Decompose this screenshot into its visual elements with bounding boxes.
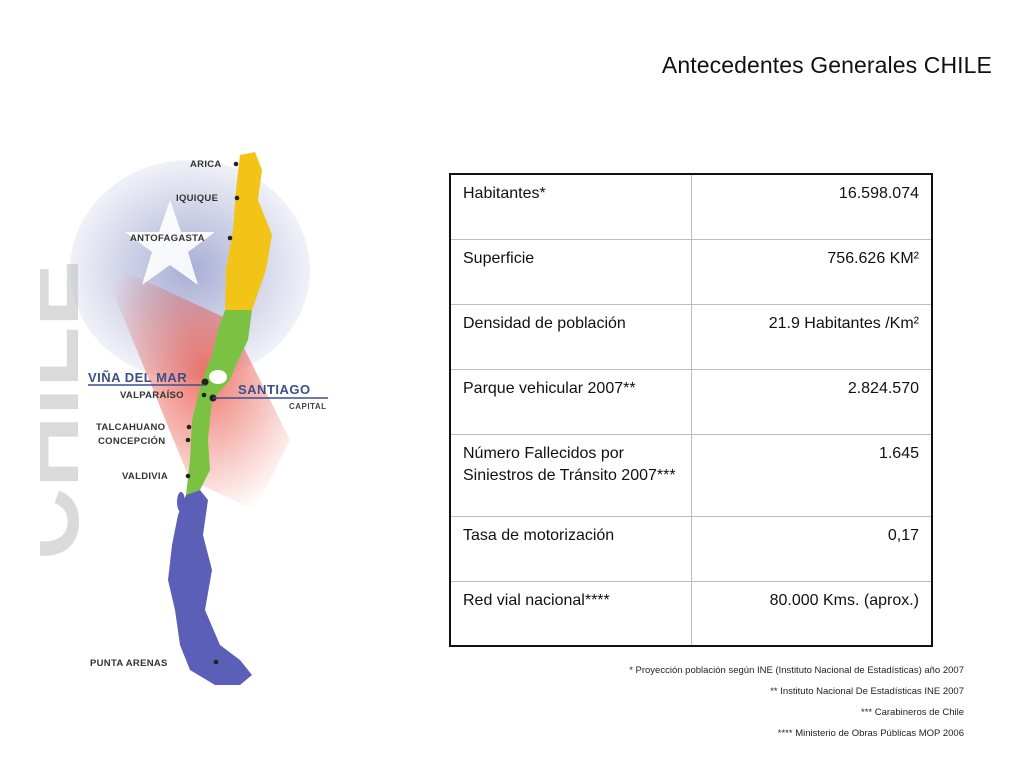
row-label: Tasa de motorización bbox=[449, 515, 692, 582]
footnotes: * Proyección población según INE (Instit… bbox=[629, 660, 964, 744]
page-title: Antecedentes Generales CHILE bbox=[661, 52, 992, 78]
row-value: 2.824.570 bbox=[691, 368, 933, 435]
city-valdivia: VALDIVIA bbox=[122, 471, 169, 482]
row-label: Parque vehicular 2007** bbox=[449, 368, 692, 435]
city-punta-arenas: PUNTA ARENAS bbox=[90, 658, 168, 669]
row-value: 1.645 bbox=[691, 433, 933, 517]
star-icon bbox=[125, 200, 215, 285]
row-value: 16.598.074 bbox=[691, 173, 933, 240]
row-label: Red vial nacional**** bbox=[449, 580, 692, 647]
table-row: Parque vehicular 2007** 2.824.570 bbox=[449, 368, 933, 435]
capital-label: CAPITAL bbox=[289, 402, 327, 411]
city-arica: ARICA bbox=[190, 159, 222, 170]
table-row: Red vial nacional**** 80.000 Kms. (aprox… bbox=[449, 580, 933, 647]
row-value: 21.9 Habitantes /Km² bbox=[691, 303, 933, 370]
data-table: Habitantes* 16.598.074 Superficie 756.62… bbox=[449, 173, 933, 647]
city-valparaiso: VALPARAÍSO bbox=[120, 390, 184, 401]
chile-watermark: CHILE bbox=[40, 260, 100, 560]
chile-map-graphic: CHILE bbox=[40, 152, 328, 685]
footnote: ** Instituto Nacional De Estadísticas IN… bbox=[770, 686, 964, 697]
city-markers bbox=[185, 161, 240, 665]
chile-map: CHILE ARICA IQUIQUE ANTOFAGASTA VIÑA DEL… bbox=[40, 140, 340, 700]
footnote: *** Carabineros de Chile bbox=[861, 707, 964, 718]
row-value: 80.000 Kms. (aprox.) bbox=[691, 580, 933, 647]
region-south bbox=[168, 490, 252, 685]
island-chiloe bbox=[177, 492, 185, 512]
region-center bbox=[186, 310, 252, 495]
table-row: Número Fallecidos por Siniestros de Trán… bbox=[449, 433, 933, 517]
city-concepcion: CONCEPCIÓN bbox=[98, 436, 166, 447]
city-talcahuano: TALCAHUANO bbox=[96, 422, 166, 433]
table-row: Superficie 756.626 KM² bbox=[449, 238, 933, 305]
city-vina-del-mar: VIÑA DEL MAR bbox=[88, 370, 188, 385]
row-label: Habitantes* bbox=[449, 173, 692, 240]
santiago-area bbox=[209, 370, 227, 384]
table-row: Habitantes* 16.598.074 bbox=[449, 173, 933, 240]
row-value: 756.626 KM² bbox=[691, 238, 933, 305]
footnote: **** Ministerio de Obras Públicas MOP 20… bbox=[777, 728, 964, 739]
row-label: Número Fallecidos por Siniestros de Trán… bbox=[449, 433, 692, 517]
row-label: Densidad de población bbox=[449, 303, 692, 370]
table-row: Densidad de población 21.9 Habitantes /K… bbox=[449, 303, 933, 370]
city-antofagasta: ANTOFAGASTA bbox=[130, 233, 205, 244]
city-iquique: IQUIQUE bbox=[176, 193, 219, 204]
footnote: * Proyección población según INE (Instit… bbox=[629, 665, 964, 676]
city-santiago: SANTIAGO bbox=[238, 382, 311, 397]
table-row: Tasa de motorización 0,17 bbox=[449, 515, 933, 582]
row-value: 0,17 bbox=[691, 515, 933, 582]
region-north bbox=[225, 152, 272, 320]
row-label: Superficie bbox=[449, 238, 692, 305]
